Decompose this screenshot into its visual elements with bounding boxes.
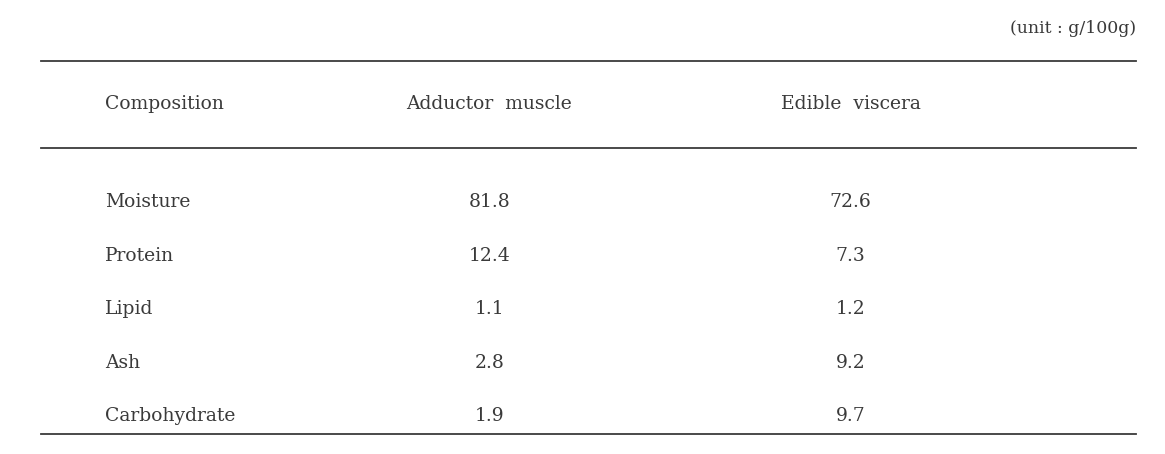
Text: 7.3: 7.3 — [835, 247, 866, 265]
Text: Ash: Ash — [105, 354, 140, 372]
Text: Carbohydrate: Carbohydrate — [105, 407, 235, 425]
Text: Adductor  muscle: Adductor muscle — [407, 95, 572, 114]
Text: 9.7: 9.7 — [835, 407, 866, 425]
Text: 2.8: 2.8 — [474, 354, 504, 372]
Text: Moisture: Moisture — [105, 193, 190, 211]
Text: Edible  viscera: Edible viscera — [781, 95, 920, 114]
Text: (unit : g/100g): (unit : g/100g) — [1010, 20, 1136, 37]
Text: 1.9: 1.9 — [474, 407, 504, 425]
Text: Composition: Composition — [105, 95, 224, 114]
Text: Protein: Protein — [105, 247, 174, 265]
Text: 12.4: 12.4 — [468, 247, 510, 265]
Text: 9.2: 9.2 — [835, 354, 866, 372]
Text: Lipid: Lipid — [105, 300, 154, 318]
Text: 1.1: 1.1 — [474, 300, 504, 318]
Text: 81.8: 81.8 — [468, 193, 510, 211]
Text: 72.6: 72.6 — [829, 193, 871, 211]
Text: 1.2: 1.2 — [835, 300, 866, 318]
